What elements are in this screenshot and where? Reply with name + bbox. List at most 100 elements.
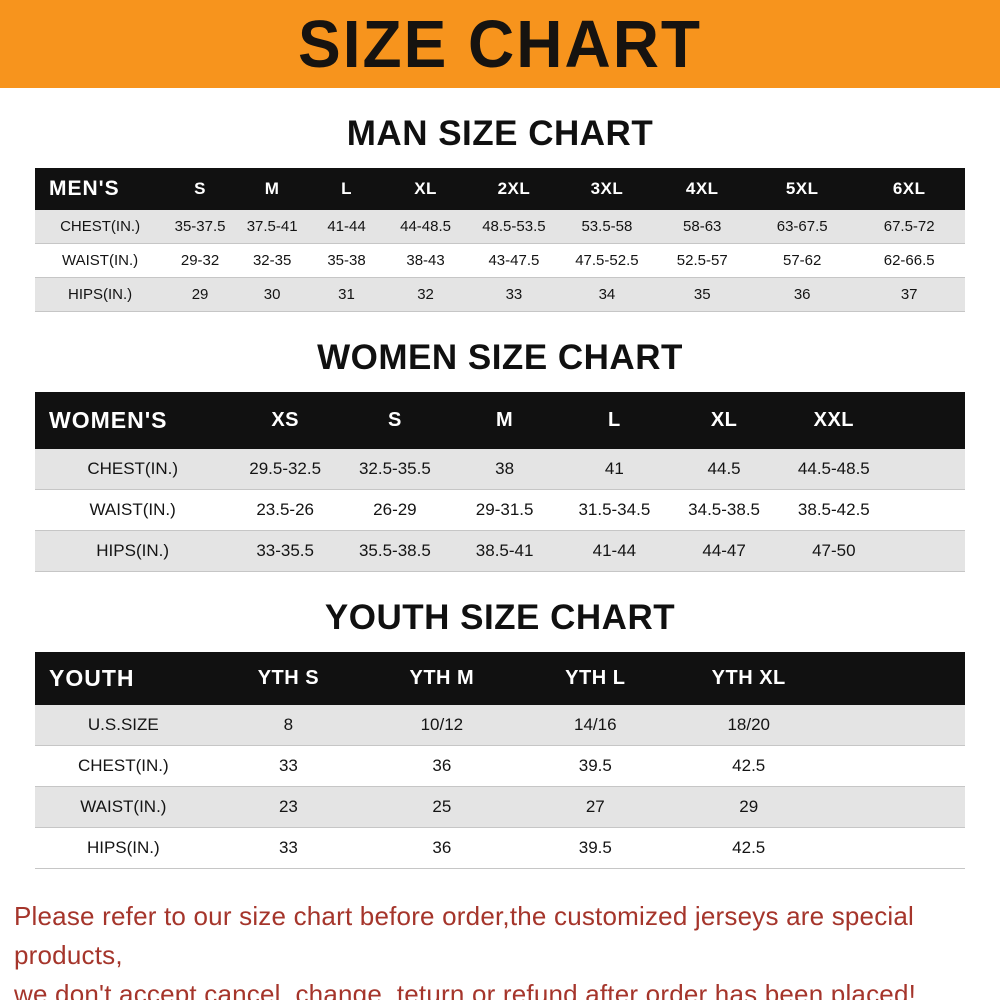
size-value: 58-63	[683, 218, 722, 235]
size-value: 35-37.5	[174, 218, 226, 235]
banner-title: SIZE CHART	[298, 6, 702, 82]
size-value: 30	[263, 286, 281, 303]
column-header: S	[165, 168, 235, 210]
table-corner-label: YOUTH	[35, 652, 212, 705]
size-value: 33	[505, 286, 523, 303]
row-label: HIPS(IN.)	[68, 286, 133, 303]
size-value: 44.5	[707, 459, 741, 478]
column-header: S	[340, 392, 450, 449]
size-value: 23	[278, 797, 298, 816]
row-label: WAIST(IN.)	[89, 500, 176, 519]
footer-note: Please refer to our size chart before or…	[0, 897, 1000, 1000]
size-value: 41-44	[327, 218, 366, 235]
size-value: 33	[278, 838, 298, 857]
table-row: CHEST(IN.) 29.5-32.5 32.5-35.5 38 41 44.5 44.5…	[35, 449, 965, 490]
size-value: 39.5	[578, 756, 612, 775]
size-value: 52.5-57	[676, 252, 728, 269]
column-header: YTH S	[211, 652, 366, 705]
size-value: 35	[693, 286, 711, 303]
size-value: 44.5-48.5	[797, 459, 870, 478]
size-value: 44-48.5	[400, 218, 451, 235]
table-row: HIPS(IN.) 33-35.5 35.5-38.5 38.5-41 41-44 44-…	[35, 530, 965, 572]
mens-size-table: MEN'S S M L XL 2XL 3XL 4XL 5XL 6XL CHEST(IN.) 35-37…	[35, 168, 965, 312]
size-value: 33-35.5	[256, 541, 314, 560]
column-header: 2XL	[467, 168, 561, 210]
size-value: 38.5-41	[475, 541, 534, 560]
size-value: 33	[278, 756, 298, 775]
header-row: WOMEN'S XS S M L XL XXL	[35, 392, 965, 449]
size-chart-section: MAN SIZE CHART MEN'S S M L XL 2XL 3XL 4XL 5XL 6XL C…	[0, 114, 1000, 312]
size-value: 48.5-53.5	[482, 218, 546, 235]
size-value: 31.5-34.5	[578, 500, 651, 519]
size-value: 38	[495, 459, 515, 478]
size-value: 37.5-41	[246, 218, 298, 235]
footer-note-line-2: we don't accept cancel, change, teturn o…	[14, 979, 917, 1000]
table-row: HIPS(IN.) 33 36 39.5 42.5	[35, 827, 965, 869]
section-title: MAN SIZE CHART	[346, 114, 654, 153]
size-chart-banner: SIZE CHART	[0, 0, 1000, 88]
size-chart-section: WOMEN SIZE CHART WOMEN'S XS S M L XL XXL CHEST(I…	[0, 338, 1000, 572]
size-value: 31	[338, 286, 355, 303]
size-value: 10/12	[420, 715, 464, 734]
size-value: 57-62	[783, 252, 822, 269]
size-value: 53.5-58	[581, 218, 633, 235]
size-tables-container: MAN SIZE CHART MEN'S S M L XL 2XL 3XL 4XL 5XL 6XL C…	[0, 114, 1000, 869]
size-value: 8	[283, 715, 294, 734]
size-value: 36	[432, 838, 452, 857]
column-header: L	[309, 168, 384, 210]
size-value: 67.5-72	[883, 218, 935, 235]
size-value: 29	[191, 286, 209, 303]
size-value: 27	[585, 797, 605, 816]
spacer-cell	[825, 705, 965, 746]
table-row: WAIST(IN.) 23 25 27 29	[35, 786, 965, 828]
spacer-cell	[889, 531, 965, 572]
size-value: 32.5-35.5	[358, 459, 431, 478]
spacer-cell	[825, 828, 965, 869]
header-row: MEN'S S M L XL 2XL 3XL 4XL 5XL 6XL	[35, 168, 965, 210]
header-row: YOUTH YTH S YTH M YTH L YTH XL	[35, 652, 965, 705]
size-value: 38-43	[406, 252, 445, 269]
column-header: 3XL	[560, 168, 654, 210]
size-value: 36	[432, 756, 452, 775]
size-value: 47.5-52.5	[575, 252, 639, 269]
table-row: WAIST(IN.) 29-32 32-35 35-38 38-43 43-47.5 47.…	[35, 243, 965, 278]
size-chart-section: YOUTH SIZE CHART YOUTH YTH S YTH M YTH L YTH …	[0, 598, 1000, 869]
row-label: WAIST(IN.)	[62, 252, 139, 269]
column-header: XL	[669, 392, 779, 449]
spacer-cell	[888, 392, 965, 449]
youth-size-table: YOUTH YTH S YTH M YTH L YTH XL U.S.SIZE 8 10/12…	[35, 652, 965, 869]
size-value: 36	[793, 286, 811, 303]
column-header: 5XL	[751, 168, 854, 210]
size-value: 47-50	[812, 541, 856, 560]
column-header: YTH M	[365, 652, 519, 705]
column-header: YTH L	[518, 652, 672, 705]
size-value: 44-47	[702, 541, 746, 560]
size-value: 23.5-26	[256, 500, 314, 519]
size-value: 32	[417, 286, 434, 303]
table-row: WAIST(IN.) 23.5-26 26-29 29-31.5 31.5-34.5 34…	[35, 489, 965, 531]
row-label: HIPS(IN.)	[96, 541, 170, 560]
womens-size-table: WOMEN'S XS S M L XL XXL CHEST(IN.) 29.5-32.5 32.5…	[35, 392, 965, 572]
row-label: U.S.SIZE	[87, 715, 159, 734]
size-value: 26-29	[373, 500, 417, 519]
size-value: 43-47.5	[488, 252, 540, 269]
size-value: 35.5-38.5	[358, 541, 431, 560]
size-value: 25	[432, 797, 452, 816]
size-value: 62-66.5	[883, 252, 935, 269]
size-value: 34.5-38.5	[688, 500, 761, 519]
size-value: 63-67.5	[776, 218, 828, 235]
row-label: HIPS(IN.)	[86, 838, 160, 857]
size-value: 41	[604, 459, 624, 478]
spacer-cell	[825, 787, 965, 828]
table-corner-label: MEN'S	[35, 168, 166, 210]
table-corner-label: WOMEN'S	[35, 392, 231, 449]
section-title: YOUTH SIZE CHART	[324, 598, 676, 637]
row-label: CHEST(IN.)	[78, 756, 169, 775]
table-row: CHEST(IN.) 33 36 39.5 42.5	[35, 745, 965, 787]
spacer-cell	[825, 746, 965, 787]
spacer-cell	[889, 449, 965, 490]
table-row: U.S.SIZE 8 10/12 14/16 18/20	[35, 705, 965, 746]
column-header: 6XL	[853, 168, 965, 210]
size-value: 29-32	[180, 252, 220, 269]
